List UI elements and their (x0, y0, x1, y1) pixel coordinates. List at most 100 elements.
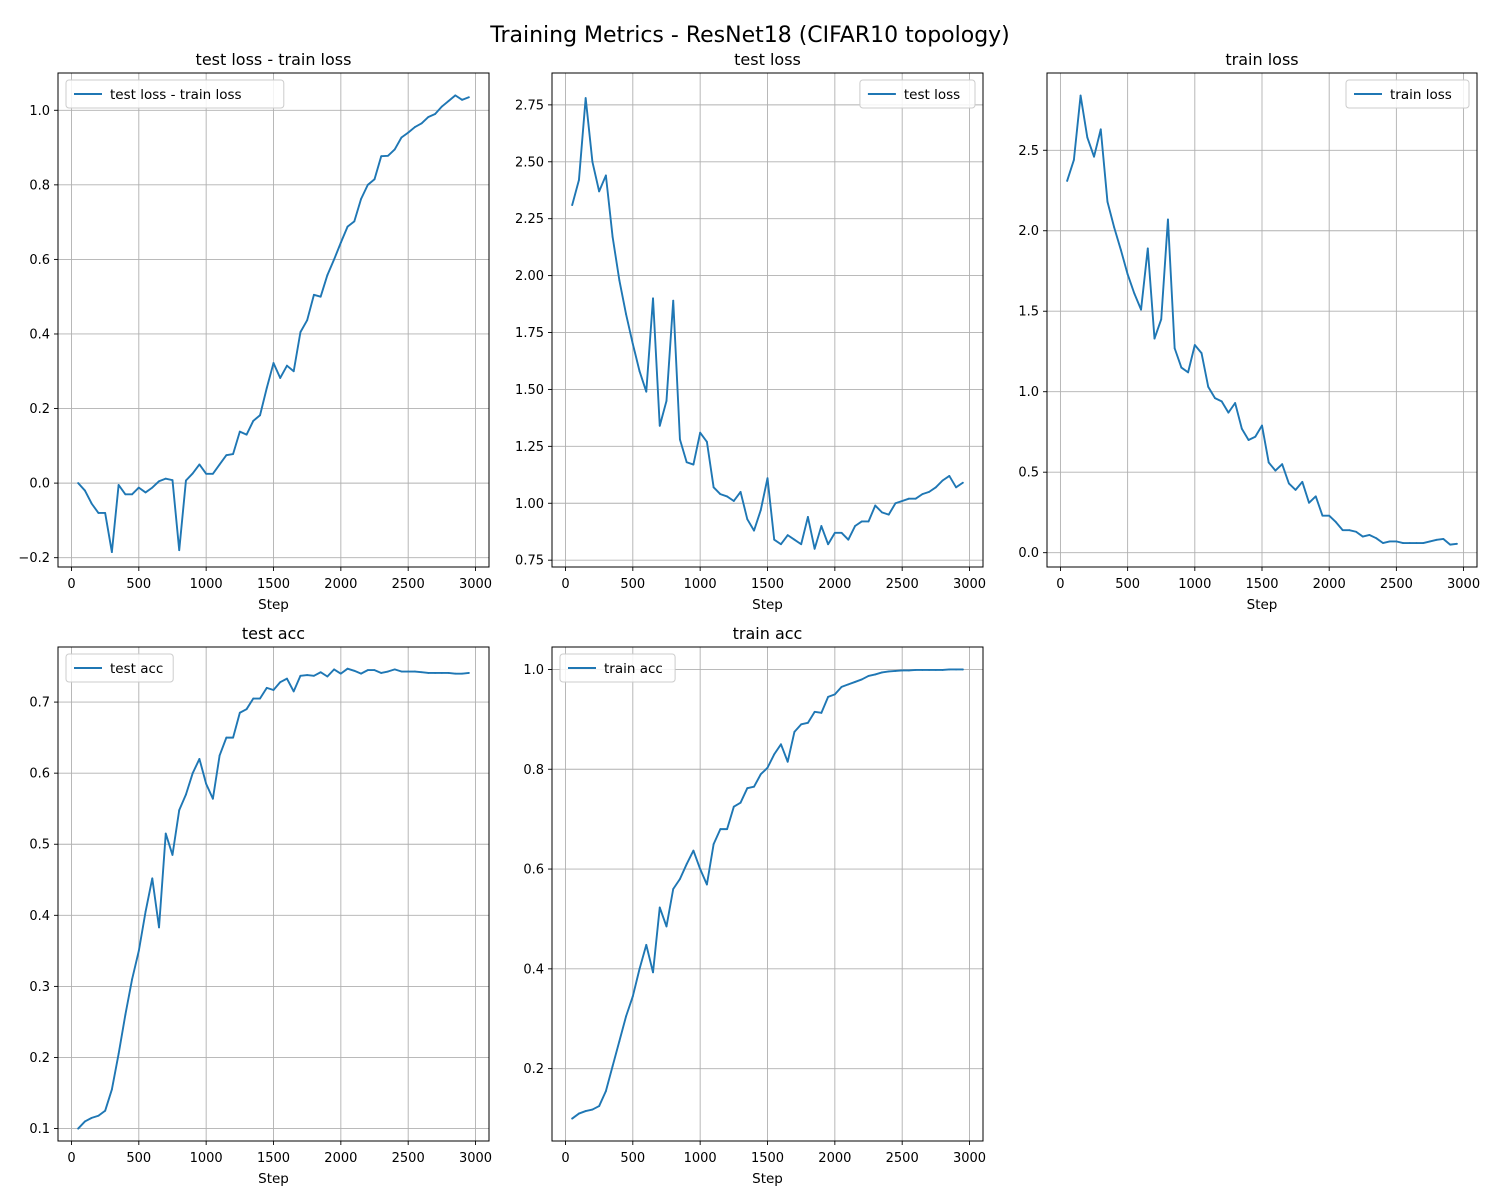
y-tick-label: 0.0 (29, 477, 50, 492)
data-point (773, 753, 776, 756)
data-point (1308, 501, 1310, 504)
data-point (124, 493, 127, 496)
data-point (1133, 292, 1136, 295)
legend-box (65, 79, 285, 109)
data-point (1187, 371, 1189, 374)
data-point (793, 538, 796, 541)
data-point (719, 493, 722, 496)
legend-label: test loss (904, 87, 960, 103)
data-point (638, 370, 641, 373)
y-tick-label: 1.5 (1018, 305, 1039, 320)
data-point (901, 669, 904, 672)
data-point (584, 97, 587, 99)
x-tick-label: 2500 (392, 1151, 425, 1166)
data-point (434, 113, 437, 115)
data-point (1261, 424, 1263, 427)
data-point (1341, 529, 1344, 532)
data-point (800, 723, 803, 726)
data-point (434, 672, 437, 674)
data-point (407, 131, 410, 134)
y-tick-label: 0.8 (523, 763, 544, 778)
x-tick-label: 2500 (886, 1151, 919, 1166)
y-tick-label: 2.75 (515, 98, 544, 113)
data-point (685, 863, 688, 865)
data-point (948, 475, 951, 477)
data-point (901, 500, 904, 502)
legend: test loss - train loss (65, 79, 285, 109)
data-point (124, 1013, 127, 1016)
y-tick-label: 0.3 (29, 980, 50, 995)
data-point (611, 1065, 614, 1068)
data-point (955, 486, 957, 489)
data-point (827, 696, 830, 698)
data-point (84, 1120, 86, 1123)
x-tick-label: 0 (67, 577, 75, 592)
data-point (732, 805, 735, 808)
data-point (1435, 538, 1438, 541)
legend-label: train loss (1390, 87, 1452, 103)
data-point (137, 949, 140, 952)
data-point (813, 710, 816, 713)
data-point (400, 136, 403, 139)
data-point (164, 832, 167, 835)
data-point (854, 525, 856, 527)
data-point (887, 670, 890, 673)
subplot-panels: test loss - train loss 0 500 1000 1500 2000 25… (18, 50, 1480, 1187)
data-point (867, 520, 870, 523)
x-tick-label: 1500 (257, 1151, 290, 1166)
data-point (578, 1112, 580, 1115)
x-tick-label: 2000 (818, 577, 851, 592)
data-point (292, 370, 295, 373)
data-point (658, 906, 661, 909)
data-point (1167, 218, 1169, 221)
data-point (440, 105, 443, 108)
y-tick-label: 0.4 (29, 327, 50, 342)
data-point (1200, 352, 1203, 354)
data-point (232, 736, 234, 739)
legend-box (859, 79, 976, 109)
data-point (1287, 482, 1290, 485)
x-tick-label: 0 (1056, 577, 1064, 592)
data-point (860, 520, 863, 523)
x-tick-label: 500 (126, 577, 151, 592)
data-point (1422, 542, 1425, 544)
x-tick-label: 0 (67, 1151, 75, 1166)
data-point (346, 667, 349, 670)
data-point (739, 490, 742, 493)
x-tick-label: 1500 (1245, 577, 1278, 592)
data-point (1455, 542, 1458, 545)
data-point (286, 364, 288, 367)
data-point (346, 225, 349, 228)
data-point (652, 971, 654, 974)
data-point (414, 126, 416, 128)
x-tick-label: 0 (561, 577, 569, 592)
data-point (1140, 308, 1142, 311)
data-point (191, 772, 194, 775)
data-point (467, 96, 470, 99)
data-point (1227, 411, 1230, 414)
data-point (245, 708, 248, 711)
data-point (786, 760, 789, 763)
data-point (759, 509, 762, 511)
data-point (185, 793, 187, 796)
data-point (793, 730, 796, 733)
data-point (1066, 179, 1069, 182)
data-point (353, 220, 356, 223)
data-point (854, 681, 856, 683)
subplot-title: test acc (242, 624, 305, 643)
x-tick-label: 1500 (751, 577, 784, 592)
data-point (847, 683, 850, 686)
legend-box (1345, 79, 1470, 109)
data-point (928, 490, 931, 493)
x-tick-label: 3000 (1447, 577, 1480, 592)
plot-frame (551, 646, 984, 1142)
data-point (259, 697, 261, 700)
data-point (454, 672, 457, 675)
data-point (427, 672, 430, 674)
y-tick-label: 1.0 (1018, 385, 1039, 400)
data-point (813, 547, 816, 550)
data-point (766, 477, 769, 480)
data-point (1093, 155, 1095, 158)
x-tick-label: 1500 (257, 577, 290, 592)
data-point (726, 828, 728, 831)
